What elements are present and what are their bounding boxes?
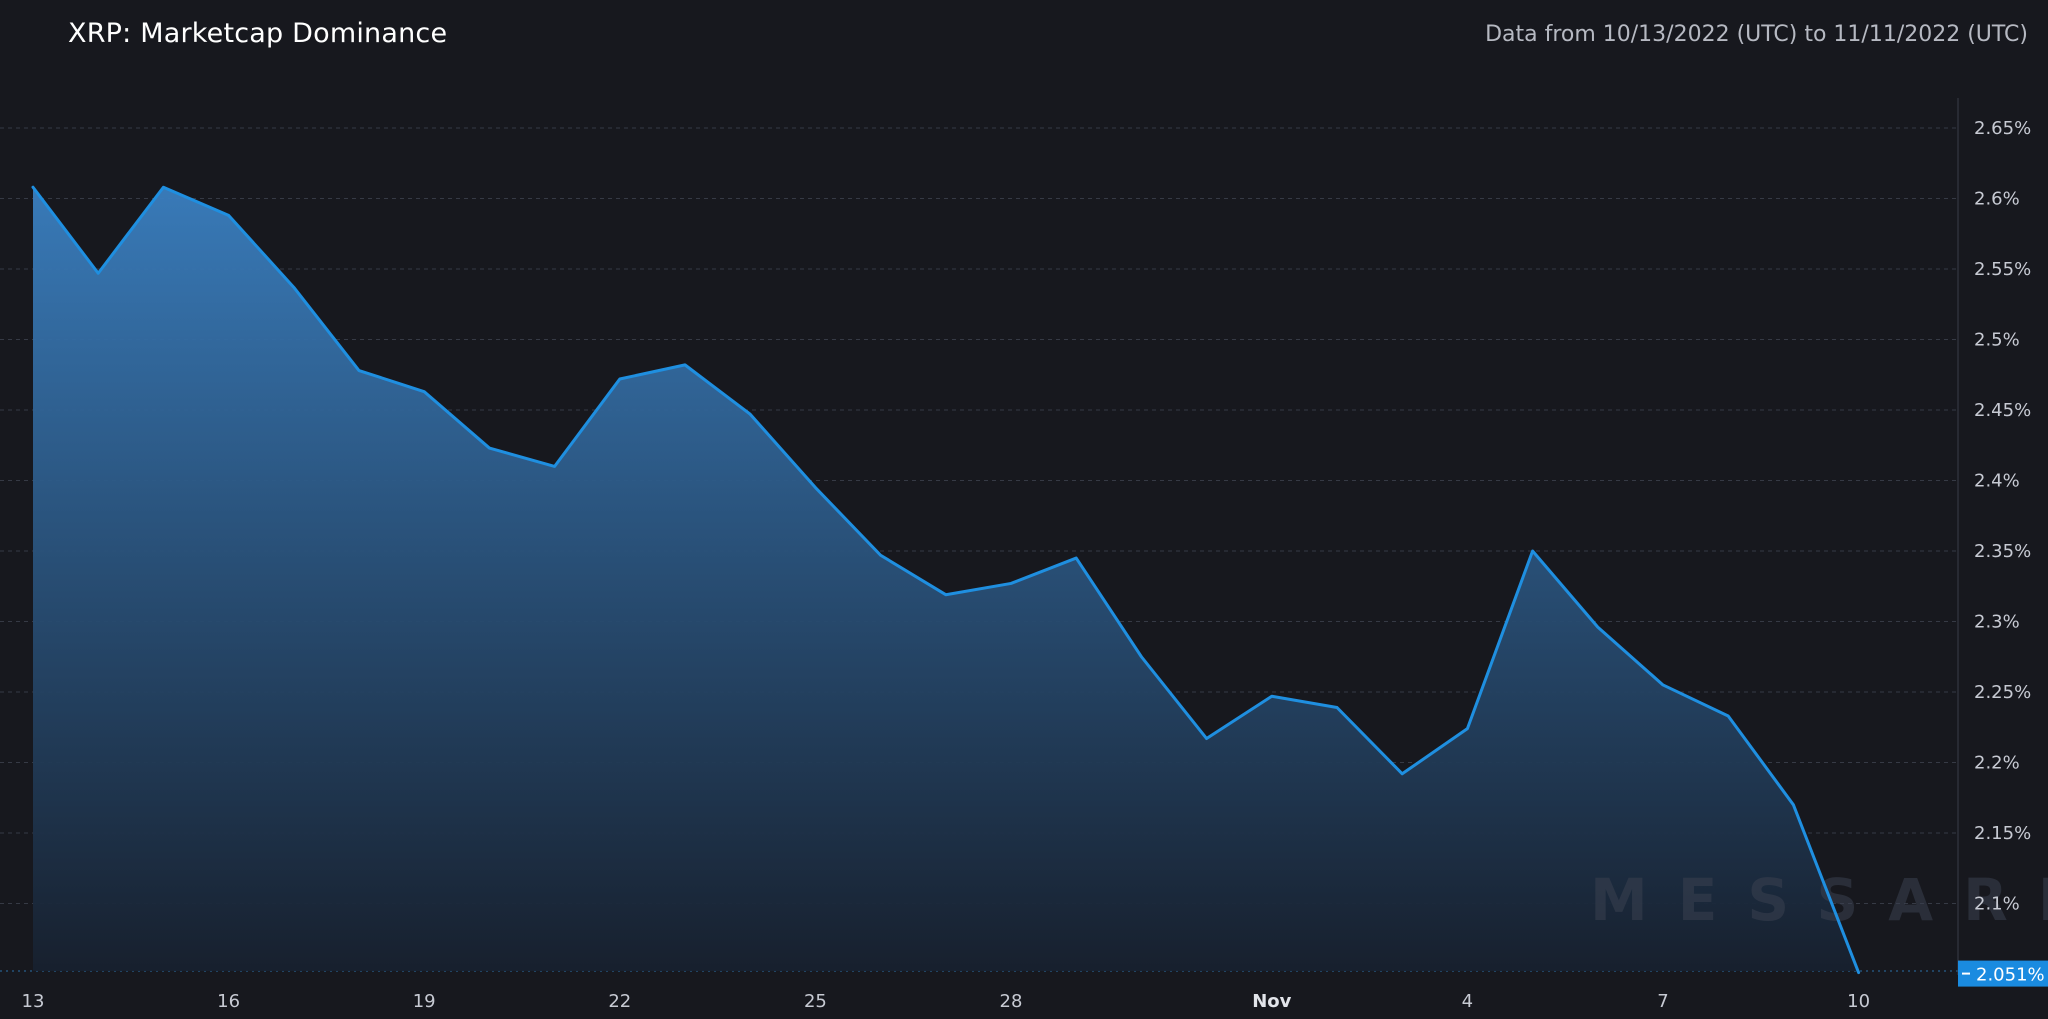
x-tick-label: 22 bbox=[608, 991, 631, 1012]
y-tick-label: 2.5% bbox=[1974, 330, 2020, 351]
x-tick-label: 10 bbox=[1847, 991, 1870, 1012]
x-tick-label: 19 bbox=[413, 991, 436, 1012]
y-tick-label: 2.35% bbox=[1974, 541, 2031, 562]
x-tick-label: Nov bbox=[1252, 991, 1291, 1012]
x-tick-label: 25 bbox=[804, 991, 827, 1012]
y-tick-label: 2.65% bbox=[1974, 118, 2031, 139]
y-tick-label: 2.2% bbox=[1974, 753, 2020, 774]
y-tick-label: 2.55% bbox=[1974, 259, 2031, 280]
y-tick-label: 2.4% bbox=[1974, 471, 2020, 492]
x-tick-label: 4 bbox=[1462, 991, 1473, 1012]
last-value-badge: 2.051% bbox=[1958, 960, 2048, 987]
series-line bbox=[31, 185, 1861, 975]
x-tick-label: 28 bbox=[1000, 991, 1023, 1012]
messari-watermark: MESSARI bbox=[1590, 866, 2048, 934]
x-tick-label: 13 bbox=[22, 991, 45, 1012]
x-tick-label: 7 bbox=[1657, 991, 1668, 1012]
area-fill bbox=[33, 187, 1859, 973]
area-layer bbox=[33, 187, 1859, 973]
last-value-label: 2.051% bbox=[1976, 965, 2045, 986]
line-layer bbox=[31, 185, 1861, 975]
y-tick-label: 2.25% bbox=[1974, 682, 2031, 703]
y-tick-label: 2.45% bbox=[1974, 400, 2031, 421]
y-axis: 2.1% 2.15% 2.2% 2.25% 2.3% 2.35% 2.4% 2.45% 2.5%… bbox=[1957, 98, 2031, 975]
y-tick-label: 2.15% bbox=[1974, 823, 2031, 844]
y-tick-label: 2.6% bbox=[1974, 189, 2020, 210]
last-value-badge-bg bbox=[1958, 960, 2048, 987]
y-tick-label: 2.1% bbox=[1974, 894, 2020, 915]
chart-title: XRP: Marketcap Dominance bbox=[68, 18, 448, 49]
y-tick-label: 2.3% bbox=[1974, 612, 2020, 633]
x-axis: 13 16 19 22 25 28 Nov 4 7 10 bbox=[22, 991, 1871, 1012]
chart-date-range: Data from 10/13/2022 (UTC) to 11/11/2022… bbox=[1485, 22, 2028, 47]
x-tick-label: 16 bbox=[217, 991, 240, 1012]
